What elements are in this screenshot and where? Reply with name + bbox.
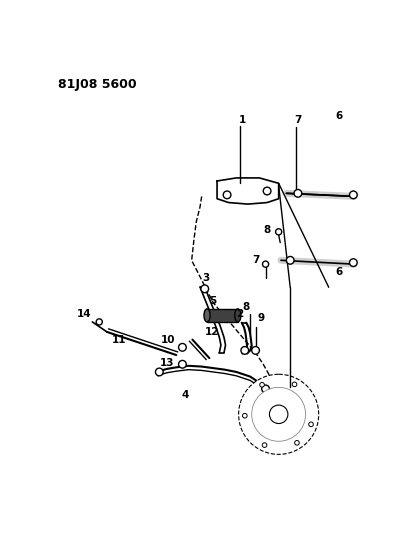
Circle shape — [242, 414, 247, 418]
Bar — [207, 309, 238, 322]
Text: 4: 4 — [181, 390, 188, 400]
Text: 11: 11 — [112, 335, 126, 345]
Text: 1: 1 — [239, 115, 246, 125]
Text: 6: 6 — [336, 111, 343, 122]
Text: 9: 9 — [257, 313, 265, 323]
Circle shape — [156, 368, 163, 376]
Circle shape — [223, 191, 231, 199]
Circle shape — [252, 346, 259, 354]
Text: 8: 8 — [263, 224, 271, 235]
Text: 12: 12 — [204, 327, 219, 337]
Circle shape — [309, 422, 314, 426]
Text: 10: 10 — [161, 335, 176, 345]
Circle shape — [269, 405, 288, 424]
Circle shape — [349, 259, 357, 266]
Circle shape — [179, 360, 186, 368]
Circle shape — [201, 285, 208, 293]
Circle shape — [295, 440, 299, 445]
Circle shape — [263, 187, 271, 195]
Text: 7: 7 — [252, 255, 259, 265]
Circle shape — [349, 191, 357, 199]
Circle shape — [262, 385, 269, 393]
Circle shape — [96, 319, 102, 325]
Circle shape — [262, 443, 267, 447]
Circle shape — [239, 374, 319, 454]
Ellipse shape — [235, 309, 241, 322]
Text: 7: 7 — [294, 115, 302, 125]
Circle shape — [292, 382, 297, 386]
Text: 81J08 5600: 81J08 5600 — [58, 78, 136, 91]
Circle shape — [276, 229, 282, 235]
Circle shape — [179, 343, 186, 351]
Text: 3: 3 — [202, 273, 209, 283]
Text: 8: 8 — [242, 302, 249, 312]
Circle shape — [286, 256, 294, 264]
Text: 13: 13 — [160, 358, 174, 368]
Circle shape — [252, 387, 305, 441]
Text: 6: 6 — [336, 267, 343, 277]
Circle shape — [263, 261, 269, 267]
Text: 14: 14 — [77, 309, 92, 319]
Text: 2: 2 — [236, 309, 243, 319]
Circle shape — [260, 383, 264, 387]
Ellipse shape — [204, 309, 210, 322]
Text: 5: 5 — [210, 296, 217, 306]
Circle shape — [294, 189, 302, 197]
Circle shape — [241, 346, 248, 354]
